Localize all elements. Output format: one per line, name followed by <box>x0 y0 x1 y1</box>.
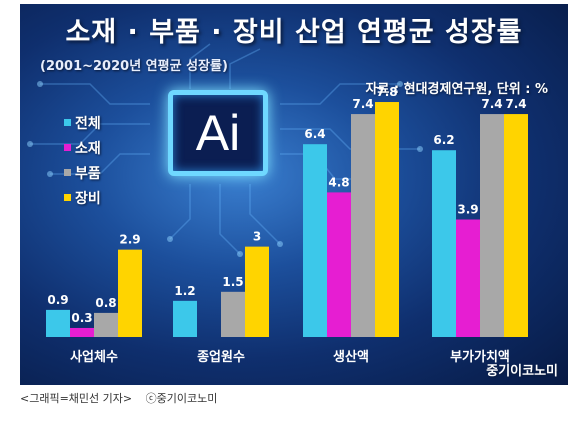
bar <box>480 114 504 337</box>
bar <box>351 114 375 337</box>
bar-chart: 0.90.30.82.9사업체수1.21.53종업원수6.44.87.47.8생… <box>46 85 528 365</box>
bar <box>46 309 70 337</box>
bar <box>94 312 118 337</box>
data-label: 4.8 <box>328 175 349 189</box>
data-label: 6.2 <box>433 133 454 147</box>
data-label: 1.2 <box>174 284 195 298</box>
data-label: 7.4 <box>505 97 526 111</box>
bar <box>504 114 528 337</box>
bar <box>221 291 245 337</box>
legend-item: 전체 <box>64 110 101 135</box>
data-label: 7.4 <box>352 97 373 111</box>
legend-item: 소재 <box>64 135 101 160</box>
ai-chip-icon: Ai <box>168 90 268 176</box>
legend-swatch <box>64 169 71 176</box>
data-label: 7.8 <box>376 85 397 99</box>
source-note: 자료 : 현대경제연구원, 단위 : % <box>365 82 548 97</box>
legend-label: 전체 <box>75 115 101 132</box>
category-label: 사업체수 <box>70 349 118 365</box>
data-label: 0.3 <box>71 311 92 325</box>
chart-subtitle: (2001~2020년 연평균 성장률) <box>40 59 228 74</box>
legend-swatch <box>64 194 71 201</box>
legend-swatch <box>64 119 71 126</box>
legend-swatch <box>64 144 71 151</box>
infographic: 소재 · 부품 · 장비 산업 연평균 성장률 (2001~2020년 연평균 … <box>20 4 568 385</box>
caption: <그래픽=채민선 기자> ⓒ중기이코노미 <box>20 390 227 406</box>
bar <box>173 300 197 337</box>
bar <box>245 246 269 337</box>
legend-label: 부품 <box>75 165 101 182</box>
category-label: 부가가치액 <box>450 349 510 365</box>
category-label: 생산액 <box>333 349 369 365</box>
data-label: 3 <box>253 230 261 244</box>
bar <box>303 144 327 337</box>
bar <box>456 219 480 337</box>
watermark: 중기이코노미 <box>486 364 558 379</box>
data-label: 1.5 <box>222 275 243 289</box>
bar <box>432 150 456 337</box>
data-label: 0.9 <box>47 293 68 307</box>
legend-label: 소재 <box>75 140 101 157</box>
copyright-notice: ⓒ중기이코노미 <box>145 392 218 405</box>
data-label: 2.9 <box>119 233 140 247</box>
data-label: 0.8 <box>95 296 116 310</box>
bar <box>118 249 142 337</box>
legend-item: 부품 <box>64 160 101 185</box>
bar <box>375 102 399 338</box>
graphic-credit: <그래픽=채민선 기자> <box>20 392 133 405</box>
data-label: 3.9 <box>457 203 478 217</box>
data-label: 7.4 <box>481 97 502 111</box>
data-label: 6.4 <box>304 127 325 141</box>
bar <box>327 192 351 337</box>
chart-title: 소재 · 부품 · 장비 산업 연평균 성장률 <box>65 17 523 48</box>
legend-label: 장비 <box>75 190 101 207</box>
legend-item: 장비 <box>64 185 101 210</box>
category-label: 종업원수 <box>197 350 245 365</box>
bar <box>70 327 94 337</box>
ai-chip-label: Ai <box>195 105 241 161</box>
